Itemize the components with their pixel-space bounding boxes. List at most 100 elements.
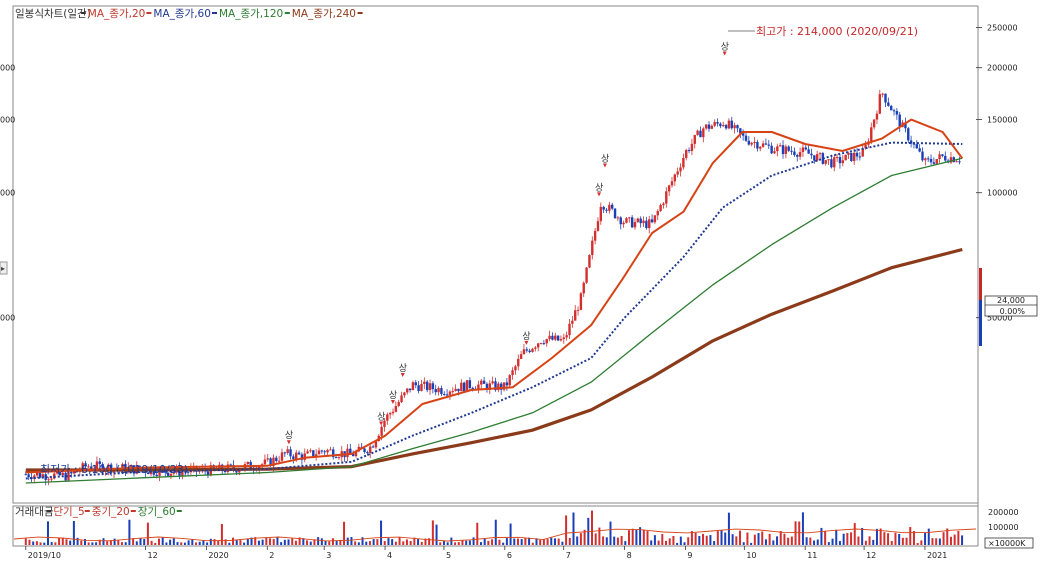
candle-body-293 (858, 156, 862, 158)
limit-up-label-6: 상 (601, 154, 609, 165)
candle-body-302 (884, 93, 887, 103)
candle-body-276 (810, 153, 813, 156)
candle-body-162 (485, 383, 489, 390)
candle-body-241 (710, 125, 714, 129)
volume-bar-240 (912, 530, 915, 545)
volume-bar-137 (531, 542, 534, 545)
volume-bar-58 (239, 540, 242, 545)
candle-body-282 (827, 159, 830, 161)
volume-bar-81 (324, 540, 327, 545)
left-scroll-handle[interactable] (0, 261, 8, 275)
candle-body-223 (659, 205, 662, 212)
limit-up-arrow-icon-1 (379, 421, 384, 426)
price-box-change: 0.00% (1000, 307, 1026, 316)
candle-body-289 (847, 152, 850, 155)
main-panel-frame (12, 5, 979, 504)
volume-bar-12 (69, 540, 72, 545)
candle-body-260 (764, 143, 768, 145)
candle-body-221 (653, 215, 657, 223)
candle-body-254 (747, 140, 751, 145)
candle-body-294 (861, 148, 864, 157)
candle-body-110 (337, 457, 341, 459)
candle-body-242 (713, 122, 716, 126)
volume-bar-34 (150, 540, 153, 545)
volume-bar-125 (487, 540, 490, 545)
candle-body-151 (454, 388, 457, 392)
volume-bar-227 (864, 540, 867, 545)
volume-bar-190 (727, 512, 730, 545)
volume-bar-37 (161, 537, 164, 545)
candle-body-216 (639, 218, 642, 224)
volume-bar-160 (616, 537, 619, 545)
y-left-label-0: 000 (0, 64, 15, 73)
candle-body-107 (329, 449, 332, 451)
candle-body-255 (750, 142, 753, 145)
volume-bar-107 (420, 541, 423, 545)
y-tick-label-4: 50000 (987, 314, 1012, 323)
candle-body-100 (309, 450, 312, 452)
volume-bar-54 (224, 539, 227, 545)
volume-bar-40 (172, 538, 175, 545)
candle-body-153 (460, 382, 463, 392)
candle-body-55 (181, 471, 184, 476)
volume-bar-192 (735, 536, 738, 545)
candle-body-133 (403, 392, 406, 396)
candle-body-127 (386, 414, 389, 421)
volume-legend-label-2: 중기_20 (92, 506, 130, 518)
left-scroll-arrow-icon: ▸ (1, 264, 5, 273)
volume-bar-218 (831, 538, 834, 545)
volume-bar-238 (905, 537, 908, 545)
candle-body-16 (70, 471, 73, 474)
volume-bar-89 (354, 541, 357, 545)
candle-body-237 (699, 130, 702, 138)
volume-bar-63 (257, 540, 260, 545)
volume-bar-216 (824, 531, 827, 545)
candle-body-43 (146, 472, 150, 475)
candle-body-230 (679, 167, 682, 172)
volume-bar-209 (798, 521, 801, 545)
candle-body-325 (949, 157, 953, 163)
volume-unit-label: ×10000K (988, 539, 1026, 548)
volume-bar-187 (716, 531, 719, 545)
volume-bar-193 (739, 530, 742, 545)
y-tick-label-0: 250000 (987, 23, 1018, 32)
candle-body-132 (400, 395, 403, 403)
volume-bar-174 (668, 538, 671, 545)
candle-body-198 (588, 254, 591, 268)
candle-body-169 (505, 382, 509, 386)
volume-bar-131 (509, 523, 512, 545)
candle-body-95 (295, 452, 298, 460)
candle-body-281 (824, 160, 827, 164)
volume-bar-128 (498, 539, 501, 545)
candle-body-75 (238, 470, 241, 473)
candle-body-246 (724, 125, 728, 129)
limit-up-arrow-icon-4 (524, 340, 529, 345)
volume-bar-112 (439, 542, 442, 545)
candle-body-178 (531, 348, 534, 352)
volume-bar-168 (646, 531, 649, 545)
candle-body-211 (625, 218, 628, 223)
x-tick-label-2: 2020 (208, 551, 228, 560)
candle-body-0 (24, 474, 27, 476)
volume-bar-21 (102, 538, 105, 545)
volume-bar-162 (624, 541, 627, 545)
volume-bar-252 (957, 530, 960, 545)
price-box-value: 24,000 (997, 296, 1025, 305)
candle-body-311 (909, 140, 913, 144)
candle-body-34 (121, 463, 124, 469)
candle-body-313 (915, 144, 919, 149)
ma120-line (25, 157, 963, 484)
volume-bar-251 (953, 534, 956, 545)
y-tick-label-3: 100000 (987, 189, 1018, 198)
volume-bar-169 (650, 540, 653, 545)
candle-body-327 (955, 161, 958, 163)
volume-bar-23 (109, 540, 112, 545)
volume-bar-80 (320, 538, 323, 545)
volume-bar-83 (331, 538, 334, 545)
candle-body-129 (391, 411, 395, 414)
volume-bar-126 (491, 539, 494, 545)
candle-body-138 (417, 385, 420, 391)
candle-body-145 (437, 388, 440, 393)
candle-body-164 (491, 381, 494, 384)
